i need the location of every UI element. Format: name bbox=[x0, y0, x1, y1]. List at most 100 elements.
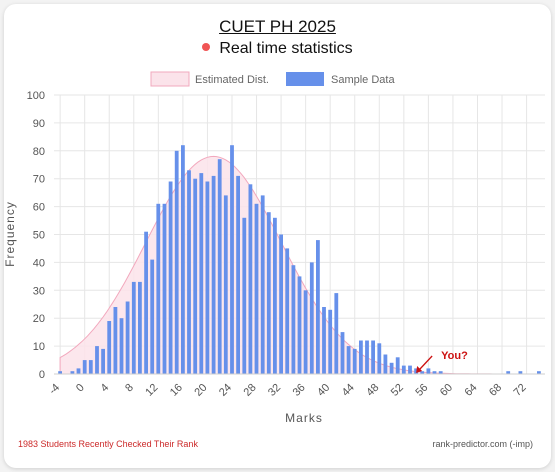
sample-bars bbox=[58, 145, 541, 374]
bar-mark[interactable] bbox=[205, 181, 210, 375]
bar-mark[interactable] bbox=[322, 307, 326, 374]
bar-mark[interactable] bbox=[76, 368, 81, 374]
bar-mark[interactable] bbox=[420, 371, 425, 374]
bar-mark[interactable] bbox=[119, 318, 124, 374]
annotation-label: You? bbox=[441, 350, 468, 362]
y-tick-label: 70 bbox=[33, 174, 45, 186]
x-tick-label: -4 bbox=[47, 382, 62, 397]
x-tick-label: 32 bbox=[266, 382, 283, 399]
bar-mark[interactable] bbox=[506, 371, 511, 374]
bar-mark[interactable] bbox=[131, 281, 136, 374]
bar-mark[interactable] bbox=[193, 178, 198, 374]
bar-mark[interactable] bbox=[168, 181, 173, 375]
bar-mark[interactable] bbox=[181, 145, 185, 374]
bar-mark[interactable] bbox=[389, 362, 394, 374]
live-indicator-icon bbox=[202, 43, 211, 51]
page-title: CUET PH 2025 bbox=[219, 17, 336, 36]
bar-mark[interactable] bbox=[395, 357, 400, 374]
bar-mark[interactable] bbox=[223, 195, 228, 374]
bar-mark[interactable] bbox=[371, 340, 375, 375]
x-tick-label: 8 bbox=[123, 382, 136, 395]
bar-mark[interactable] bbox=[217, 159, 222, 374]
y-tick-label: 0 bbox=[39, 369, 45, 381]
bar-mark[interactable] bbox=[316, 240, 320, 374]
bar-mark[interactable] bbox=[58, 371, 62, 374]
x-tick-label: 20 bbox=[192, 382, 209, 399]
bar-mark[interactable] bbox=[82, 360, 87, 374]
bar-mark[interactable] bbox=[432, 371, 437, 374]
bar-mark[interactable] bbox=[70, 371, 75, 374]
bar-mark[interactable] bbox=[328, 309, 333, 374]
bar-mark[interactable] bbox=[285, 248, 290, 374]
bar-mark[interactable] bbox=[138, 281, 142, 374]
bar-mark[interactable] bbox=[279, 234, 283, 375]
bar-mark[interactable] bbox=[88, 360, 93, 374]
bar-mark[interactable] bbox=[426, 368, 431, 374]
bar-mark[interactable] bbox=[537, 371, 541, 374]
y-tick-label: 60 bbox=[33, 202, 45, 214]
live-status: Real time statistics bbox=[0, 40, 555, 58]
y-tick-label: 10 bbox=[33, 341, 45, 353]
legend-item-estimated[interactable]: Estimated Dist. bbox=[150, 71, 269, 87]
y-tick-label: 90 bbox=[33, 118, 45, 130]
bar-mark[interactable] bbox=[518, 371, 523, 374]
bar-mark[interactable] bbox=[101, 348, 105, 374]
bar-mark[interactable] bbox=[266, 212, 271, 374]
bar-mark[interactable] bbox=[365, 340, 369, 375]
chart-legend: Estimated Dist. Sample Data bbox=[150, 71, 395, 87]
x-tick-label: 72 bbox=[512, 382, 529, 399]
bar-mark[interactable] bbox=[248, 184, 253, 374]
bar-mark[interactable] bbox=[273, 217, 277, 374]
bar-mark[interactable] bbox=[414, 368, 418, 374]
bar-mark[interactable] bbox=[254, 203, 259, 374]
bar-mark[interactable] bbox=[113, 307, 118, 374]
bar-mark[interactable] bbox=[187, 170, 191, 374]
bar-mark[interactable] bbox=[383, 354, 388, 375]
x-tick-label: 36 bbox=[291, 382, 308, 399]
y-axis-label: Frequency bbox=[3, 201, 17, 267]
bar-mark[interactable] bbox=[260, 195, 265, 374]
x-axis-label: Marks bbox=[285, 411, 323, 425]
bar-mark[interactable] bbox=[346, 346, 351, 374]
bar-mark[interactable] bbox=[401, 365, 406, 374]
bar-mark[interactable] bbox=[144, 231, 148, 374]
bar-mark[interactable] bbox=[408, 365, 412, 374]
x-tick-label: 44 bbox=[340, 382, 357, 399]
bar-mark[interactable] bbox=[377, 343, 382, 374]
y-tick-label: 100 bbox=[27, 90, 45, 102]
y-tick-label: 40 bbox=[33, 257, 45, 269]
x-tick-label: 4 bbox=[99, 382, 112, 395]
bar-mark[interactable] bbox=[174, 150, 179, 374]
bar-mark[interactable] bbox=[309, 262, 314, 374]
bar-mark[interactable] bbox=[297, 276, 302, 374]
bar-mark[interactable] bbox=[199, 173, 204, 374]
bar-mark[interactable] bbox=[156, 203, 161, 374]
bar-mark[interactable] bbox=[150, 259, 155, 374]
x-tick-label: 0 bbox=[74, 382, 87, 395]
bar-mark[interactable] bbox=[162, 203, 167, 374]
bar-mark[interactable] bbox=[334, 293, 339, 374]
x-tick-label: 40 bbox=[315, 382, 332, 399]
y-tick-label: 50 bbox=[33, 230, 45, 242]
bar-mark[interactable] bbox=[291, 265, 296, 374]
bar-mark[interactable] bbox=[236, 175, 240, 374]
annotation-arrow bbox=[417, 355, 433, 372]
bar-mark[interactable] bbox=[340, 332, 345, 374]
bar-mark[interactable] bbox=[125, 301, 130, 375]
bar-mark[interactable] bbox=[359, 340, 363, 375]
bar-mark[interactable] bbox=[95, 346, 99, 374]
y-tick-label: 80 bbox=[33, 146, 45, 158]
bar-mark[interactable] bbox=[230, 145, 234, 374]
legend-item-sample[interactable]: Sample Data bbox=[286, 72, 395, 86]
bar-mark[interactable] bbox=[352, 348, 357, 374]
y-tick-label: 20 bbox=[33, 313, 45, 325]
bar-mark[interactable] bbox=[438, 371, 443, 374]
bar-mark[interactable] bbox=[107, 321, 112, 374]
bar-mark[interactable] bbox=[242, 217, 247, 374]
bar-mark[interactable] bbox=[303, 290, 308, 374]
legend-swatch-sample bbox=[286, 72, 324, 86]
bar-mark[interactable] bbox=[211, 175, 216, 374]
x-tick-label: 12 bbox=[143, 382, 160, 399]
you-annotation: You? bbox=[416, 350, 468, 373]
